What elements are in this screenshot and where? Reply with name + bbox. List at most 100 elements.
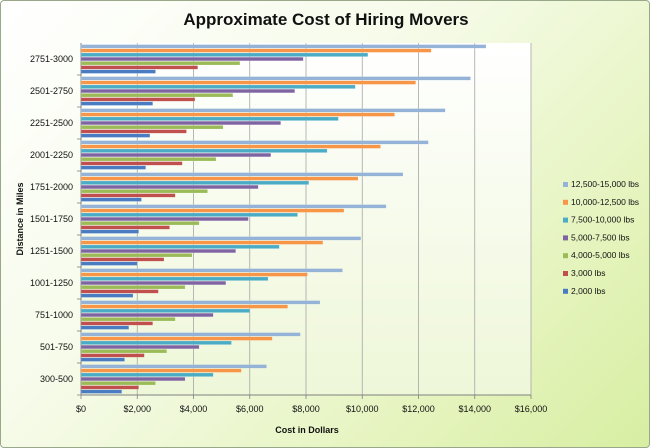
bar — [80, 244, 280, 249]
bar — [80, 368, 242, 373]
bar — [80, 308, 250, 313]
bar — [80, 280, 227, 286]
bar — [80, 44, 487, 49]
y-tick-label: 2751-3000 — [30, 54, 73, 64]
bar — [80, 56, 304, 62]
bar — [80, 364, 267, 369]
x-tick-label: $14,000 — [458, 404, 491, 414]
legend-swatch — [563, 217, 568, 223]
bar — [80, 285, 186, 290]
bar — [80, 344, 200, 350]
bar — [80, 300, 321, 305]
bar — [80, 225, 170, 230]
bar — [80, 97, 196, 102]
y-tick-label: 1001-1250 — [30, 278, 73, 288]
bar — [80, 116, 339, 121]
bar — [80, 133, 151, 138]
bar — [80, 84, 356, 89]
bar — [80, 204, 387, 209]
bar — [80, 312, 214, 318]
x-tick-label: $0 — [76, 404, 86, 414]
bar — [80, 197, 142, 202]
y-tick-label: 1501-1750 — [30, 214, 73, 224]
bar — [80, 357, 125, 362]
y-tick-label: 2251-2500 — [30, 118, 73, 128]
bar — [80, 261, 138, 266]
bar — [80, 48, 432, 53]
bar — [80, 212, 298, 217]
y-tick-label: 751-1000 — [35, 310, 73, 320]
bar — [80, 165, 146, 170]
legend-label: 10,000-12,500 lbs — [571, 197, 639, 207]
y-axis-title: Distance in Miles — [15, 182, 25, 255]
bar — [80, 332, 301, 337]
bar — [80, 61, 241, 66]
bar — [80, 372, 214, 377]
bar — [80, 120, 281, 126]
bar — [80, 208, 345, 213]
bar — [80, 76, 471, 81]
legend-label: 3,000 lbs — [571, 268, 606, 278]
bar — [80, 257, 165, 262]
bar — [80, 317, 176, 322]
legend-swatch — [563, 271, 568, 276]
bar — [80, 321, 153, 326]
x-axis-title: Cost in Dollars — [275, 425, 339, 435]
bar — [80, 172, 404, 177]
bar — [80, 140, 429, 145]
legend-label: 4,000-5,000 lbs — [571, 250, 630, 260]
bar — [80, 336, 273, 341]
bar — [80, 221, 200, 226]
y-tick-label: 300-500 — [40, 374, 73, 384]
bar — [80, 129, 187, 134]
bar — [80, 253, 193, 258]
bar — [80, 69, 156, 74]
bar — [80, 236, 362, 241]
bar — [80, 289, 159, 294]
bar — [80, 272, 308, 277]
bar — [80, 80, 416, 85]
bar — [80, 148, 328, 153]
legend-label: 2,000 lbs — [571, 286, 606, 296]
bar — [80, 193, 176, 198]
bar — [80, 376, 186, 382]
bar — [80, 229, 139, 234]
bar — [80, 381, 156, 386]
bar — [80, 157, 217, 162]
bar — [80, 152, 272, 158]
bar — [80, 304, 288, 309]
y-tick-label: 2501-2750 — [30, 86, 73, 96]
y-tick-label: 1751-2000 — [30, 182, 73, 192]
legend-label: 5,000-7,500 lbs — [571, 232, 630, 242]
bar — [80, 385, 139, 390]
bar — [80, 353, 145, 358]
bar — [80, 276, 269, 281]
legend-label: 7,500-10,000 lbs — [571, 215, 634, 225]
x-tick-label: $8,000 — [292, 404, 320, 414]
bar — [80, 240, 324, 245]
bar — [80, 340, 232, 345]
bar — [80, 389, 122, 394]
x-tick-label: $2,000 — [123, 404, 151, 414]
bar — [80, 189, 208, 194]
legend-swatch — [563, 182, 568, 187]
legend-swatch — [563, 253, 568, 259]
bar — [80, 161, 183, 166]
bar — [80, 268, 343, 273]
legend-swatch — [563, 288, 568, 294]
legend-swatch — [563, 235, 568, 241]
bar — [80, 65, 198, 70]
bar — [80, 293, 134, 298]
x-tick-label: $16,000 — [515, 404, 548, 414]
x-tick-label: $10,000 — [346, 404, 379, 414]
legend: 12,500-15,000 lbs 10,000-12,500 lbs 7,500-… — [563, 179, 639, 296]
x-tick-label: $6,000 — [236, 404, 264, 414]
bar — [80, 125, 224, 130]
bar — [80, 325, 130, 330]
bar — [80, 216, 249, 222]
x-tick-label: $4,000 — [180, 404, 208, 414]
bar — [80, 108, 446, 113]
y-tick-label: 1251-1500 — [30, 246, 73, 256]
